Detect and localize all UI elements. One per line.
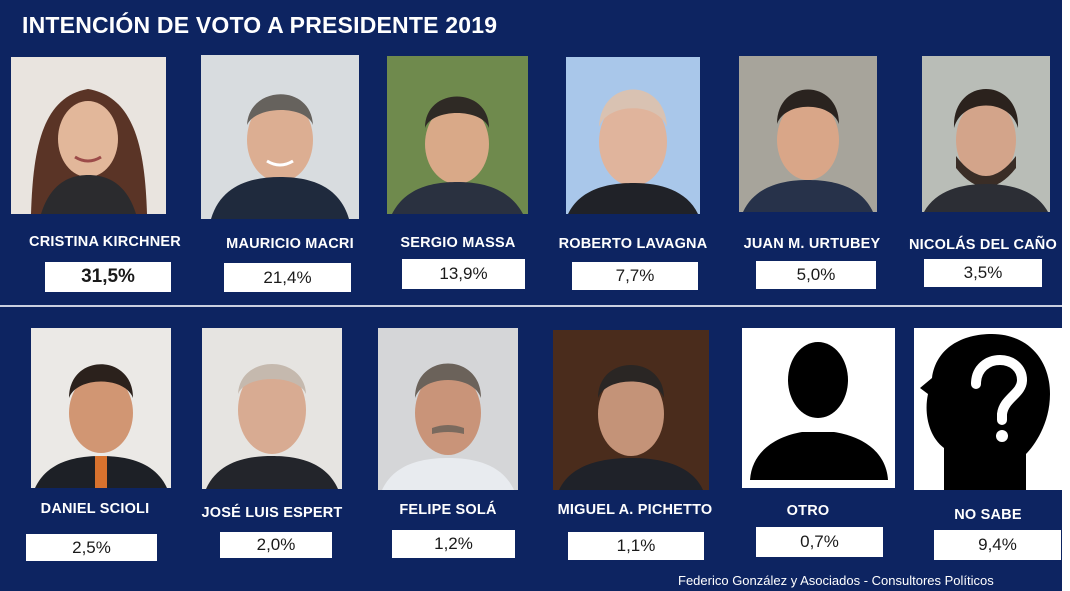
right-border — [1062, 0, 1070, 591]
vote-value: 3,5% — [924, 259, 1042, 287]
photo-cristina-kirchner — [11, 57, 166, 214]
candidate-name: DANIEL SCIOLI — [40, 501, 150, 517]
silhouette-icon — [742, 328, 895, 488]
candidate-name: JUAN M. URTUBEY — [743, 236, 881, 252]
candidate-name: SERGIO MASSA — [400, 235, 516, 251]
photo-juan-urtubey — [739, 56, 877, 212]
photo-sergio-massa — [387, 56, 528, 214]
vote-value: 2,0% — [220, 532, 332, 558]
photo-nicolas-del-cano — [922, 56, 1050, 212]
photo-felipe-sola — [378, 328, 518, 490]
vote-value: 1,2% — [392, 530, 515, 558]
row-divider — [0, 305, 1070, 307]
candidate-name: OTRO — [786, 503, 830, 519]
candidate-name: CRISTINA KIRCHNER — [29, 234, 181, 250]
vote-value: 31,5% — [45, 262, 171, 292]
candidate-name: FELIPE SOLÁ — [399, 502, 497, 518]
source-credit: Federico González y Asociados - Consulto… — [678, 573, 994, 588]
photo-roberto-lavagna — [566, 57, 700, 214]
candidate-name: MIGUEL A. PICHETTO — [557, 502, 713, 518]
question-head-icon — [914, 328, 1062, 490]
candidate-name: MAURICIO MACRI — [226, 236, 354, 252]
vote-value: 5,0% — [756, 261, 876, 289]
candidate-name: ROBERTO LAVAGNA — [558, 236, 708, 252]
vote-value: 2,5% — [26, 534, 157, 561]
photo-mauricio-macri — [201, 55, 359, 219]
vote-value: 21,4% — [224, 263, 351, 292]
candidate-name: NICOLÁS DEL CAÑO — [909, 237, 1057, 253]
candidate-name: NO SABE — [954, 507, 1022, 523]
vote-value: 13,9% — [402, 259, 525, 289]
candidate-name: JOSÉ LUIS ESPERT — [201, 505, 343, 521]
vote-value: 9,4% — [934, 530, 1061, 560]
photo-jose-luis-espert — [202, 328, 342, 489]
vote-value: 7,7% — [572, 262, 698, 290]
photo-miguel-pichetto — [553, 330, 709, 490]
vote-value: 1,1% — [568, 532, 704, 560]
chart-title: INTENCIÓN DE VOTO A PRESIDENTE 2019 — [22, 12, 498, 38]
photo-daniel-scioli — [31, 328, 171, 488]
vote-value: 0,7% — [756, 527, 883, 557]
